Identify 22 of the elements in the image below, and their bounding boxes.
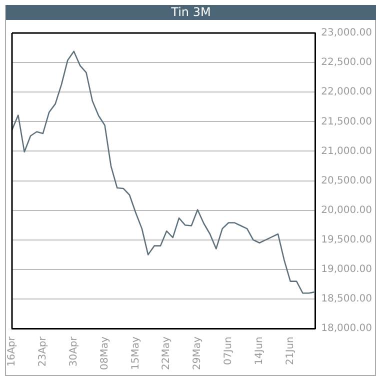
x-tick-label: 07Jun	[223, 336, 234, 365]
x-tick-label: 29May	[192, 336, 204, 370]
y-tick-label: 21,500.00	[321, 116, 372, 128]
chart-title: Tin 3M	[6, 5, 376, 20]
x-tick-label: 22May	[161, 336, 172, 370]
x-tick-label: 21Jun	[284, 336, 296, 365]
y-tick-label: 22,000.00	[321, 86, 372, 98]
y-tick-label: 18,500.00	[321, 294, 372, 305]
y-tick-label: 18,000.00	[321, 323, 372, 334]
y-tick-label: 22,500.00	[321, 57, 372, 68]
y-tick-label: 19,000.00	[321, 264, 372, 276]
x-tick-label: 08May	[99, 336, 110, 370]
x-tick-label: 30Apr	[68, 336, 80, 367]
x-tick-label: 16Apr	[6, 336, 18, 367]
y-tick-label: 20,500.00	[321, 175, 372, 186]
x-tick-label: 14Jun	[254, 336, 266, 365]
x-tick-label: 23Apr	[38, 336, 49, 367]
y-tick-label: 23,000.00	[321, 28, 372, 39]
y-tick-label: 19,500.00	[321, 234, 372, 246]
x-tick-label: 15May	[130, 336, 142, 370]
y-tick-label: 20,000.00	[321, 204, 372, 216]
y-tick-label: 21,000.00	[321, 146, 372, 157]
